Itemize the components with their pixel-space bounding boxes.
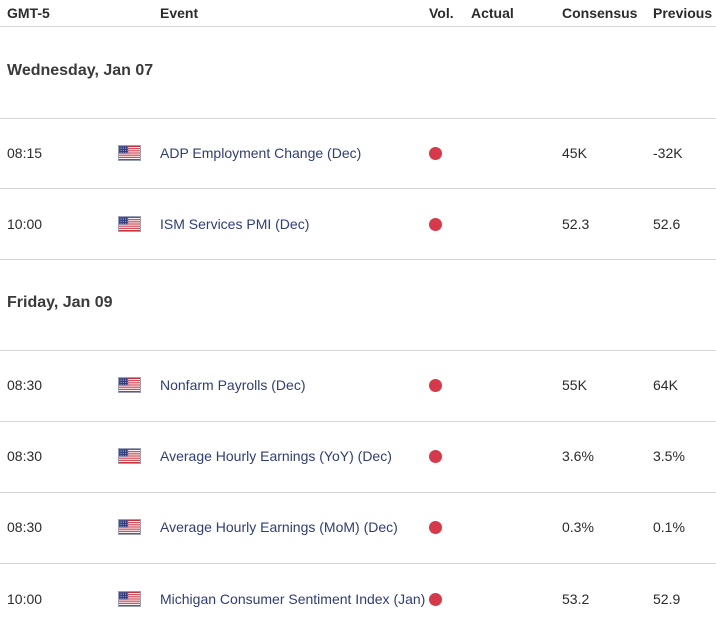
- table-header: GMT-5 Event Vol. Actual Consensus Previo…: [0, 0, 716, 27]
- event-time: 08:30: [7, 519, 43, 535]
- consensus-value: 0.3%: [562, 519, 594, 535]
- previous-header: Previous: [653, 5, 713, 21]
- us-flag-icon: [118, 216, 141, 232]
- event-time: 08:30: [7, 448, 43, 464]
- us-flag-icon: [118, 448, 141, 464]
- timezone-header: GMT-5: [7, 5, 50, 21]
- high-impact-icon: [429, 218, 442, 231]
- event-time: 08:30: [7, 377, 43, 393]
- consensus-value: 45K: [562, 145, 587, 161]
- table-row[interactable]: 08:30 Average Hourly Earnings (MoM) (Dec…: [0, 493, 716, 564]
- event-name[interactable]: ADP Employment Change (Dec): [160, 145, 362, 161]
- high-impact-icon: [429, 450, 442, 463]
- high-impact-icon: [429, 147, 442, 160]
- us-flag-icon: [118, 377, 141, 393]
- previous-value: 52.6: [653, 216, 681, 232]
- day-header: Friday, Jan 09: [0, 260, 716, 351]
- table-row[interactable]: 10:00 Michigan Consumer Sentiment Index …: [0, 564, 716, 618]
- event-name[interactable]: ISM Services PMI (Dec): [160, 216, 310, 232]
- event-time: 10:00: [7, 591, 43, 607]
- event-name[interactable]: Nonfarm Payrolls (Dec): [160, 377, 306, 393]
- table-row[interactable]: 08:30 Average Hourly Earnings (YoY) (Dec…: [0, 422, 716, 493]
- consensus-value: 52.3: [562, 216, 590, 232]
- table-row[interactable]: 08:30 Nonfarm Payrolls (Dec) 55K 64K: [0, 351, 716, 422]
- vol-header: Vol.: [429, 5, 454, 21]
- high-impact-icon: [429, 521, 442, 534]
- consensus-value: 3.6%: [562, 448, 594, 464]
- actual-header: Actual: [471, 5, 514, 21]
- us-flag-icon: [118, 591, 141, 607]
- previous-value: 52.9: [653, 591, 681, 607]
- consensus-value: 53.2: [562, 591, 590, 607]
- event-name[interactable]: Michigan Consumer Sentiment Index (Jan): [160, 591, 426, 607]
- table-row[interactable]: 10:00 ISM Services PMI (Dec) 52.3 52.6: [0, 189, 716, 260]
- day-label: Wednesday, Jan 07: [7, 62, 154, 79]
- us-flag-icon: [118, 519, 141, 535]
- high-impact-icon: [429, 593, 442, 606]
- event-time: 08:15: [7, 145, 43, 161]
- previous-value: 0.1%: [653, 519, 685, 535]
- table-row[interactable]: 08:15 ADP Employment Change (Dec) 45K -3…: [0, 119, 716, 189]
- previous-value: -32K: [653, 145, 683, 161]
- consensus-value: 55K: [562, 377, 587, 393]
- high-impact-icon: [429, 379, 442, 392]
- day-label: Friday, Jan 09: [7, 294, 113, 311]
- event-time: 10:00: [7, 216, 43, 232]
- consensus-header: Consensus: [562, 5, 638, 21]
- previous-value: 64K: [653, 377, 678, 393]
- event-name[interactable]: Average Hourly Earnings (YoY) (Dec): [160, 448, 392, 464]
- event-name[interactable]: Average Hourly Earnings (MoM) (Dec): [160, 519, 398, 535]
- day-header: Wednesday, Jan 07: [0, 28, 716, 119]
- event-header: Event: [160, 5, 199, 21]
- previous-value: 3.5%: [653, 448, 685, 464]
- us-flag-icon: [118, 145, 141, 161]
